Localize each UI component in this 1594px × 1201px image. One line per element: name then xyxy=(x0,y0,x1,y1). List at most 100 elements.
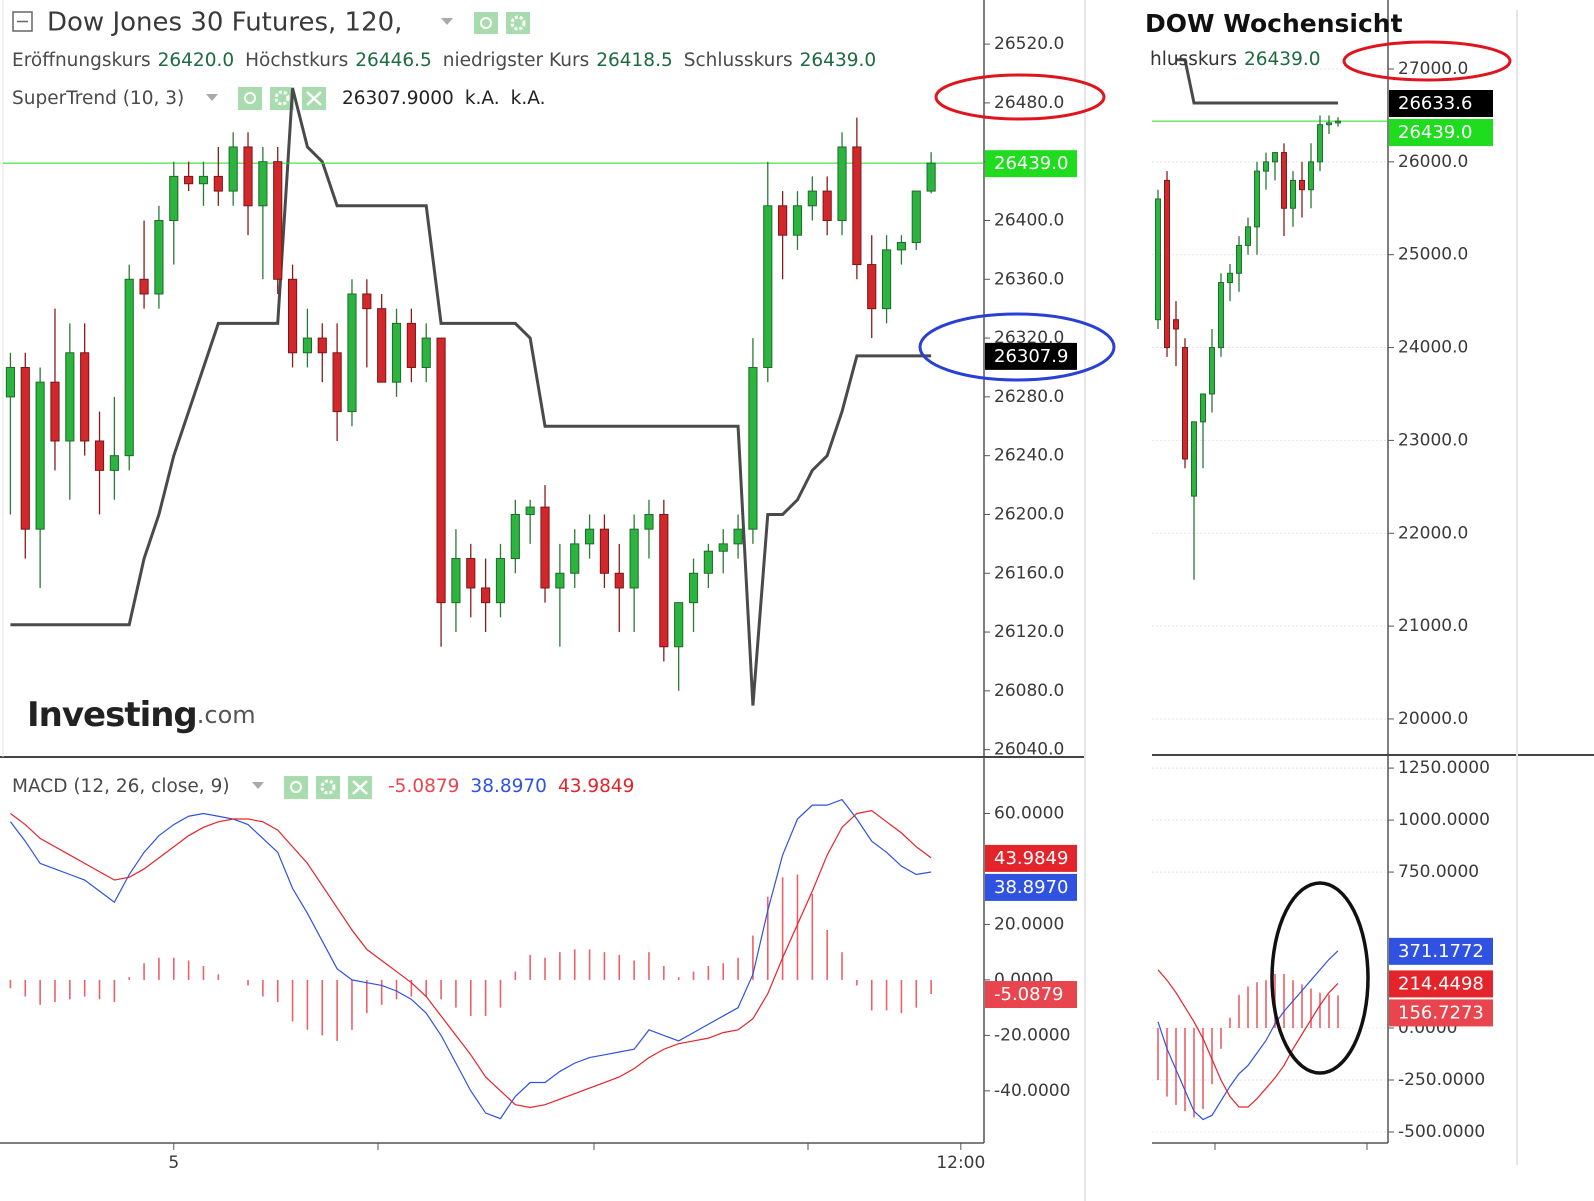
candle-body xyxy=(792,205,803,236)
toolbar-icons[interactable] xyxy=(284,776,372,799)
dropdown-arrow[interactable] xyxy=(252,782,264,789)
toolbar-icons[interactable] xyxy=(238,87,326,110)
candle-body xyxy=(1155,198,1161,321)
chart-title: DOW Wochensicht xyxy=(1145,9,1403,38)
price-box-label: 26439.0 xyxy=(1398,122,1472,143)
y-tick-label: 1000.0000 xyxy=(1398,810,1490,830)
y-tick-label: 1250.0000 xyxy=(1398,758,1490,778)
price-box-label: 371.1772 xyxy=(1398,941,1484,962)
y-tick-label: 26200.0 xyxy=(994,504,1064,524)
indicator-value: k.A. xyxy=(465,88,500,109)
ohlc-value: 26446.5 xyxy=(355,50,432,71)
y-tick-label: -250.0000 xyxy=(1398,1070,1485,1090)
pane: 20000.0 21000.0 22000.0 23000.0 24000.0 25000… xyxy=(1152,58,1493,729)
chart-title: Dow Jones 30 Futures, 120, xyxy=(47,8,402,38)
candle-body xyxy=(644,513,654,530)
candle-body xyxy=(525,506,535,515)
candle-body xyxy=(1326,122,1332,126)
collapse-icon[interactable] xyxy=(12,11,33,32)
candle-body xyxy=(406,322,416,368)
price-box xyxy=(1389,970,1493,998)
candle-body xyxy=(466,558,476,589)
candle-body xyxy=(228,146,238,192)
price-box-label: 38.8970 xyxy=(994,877,1068,898)
annotation-ellipse xyxy=(1270,881,1370,1075)
watermark-text: .com xyxy=(197,701,256,729)
candle-body xyxy=(258,161,268,207)
ohlc-label: Schlusskurs xyxy=(684,50,793,71)
candle-body xyxy=(659,513,669,648)
candle-body xyxy=(881,249,892,310)
y-tick-label: 21000.0 xyxy=(1398,616,1468,636)
candle-body xyxy=(243,146,253,207)
indicator-value: -5.0879 xyxy=(388,776,459,797)
dropdown-arrow[interactable] xyxy=(441,18,453,25)
price-box xyxy=(1389,119,1493,147)
price-box xyxy=(985,873,1077,901)
pane: 26040.0 26080.0 26120.0 26160.0 26200.0 26240… xyxy=(3,34,1077,760)
candle-body xyxy=(213,175,223,192)
pane: -500.0000-250.00000.0000750.00001000.000… xyxy=(1152,758,1493,1142)
price-box xyxy=(1389,999,1493,1027)
price-box xyxy=(1389,90,1493,118)
ohlc-value: 26420.0 xyxy=(158,50,235,71)
price-box-label: 26633.6 xyxy=(1398,93,1472,114)
price-box xyxy=(985,342,1077,370)
annotation-ellipse xyxy=(1342,40,1512,82)
y-tick-label: 26160.0 xyxy=(994,563,1064,583)
candle-body xyxy=(1209,347,1215,395)
candle-body xyxy=(481,587,491,604)
candle-body xyxy=(822,190,832,221)
watermark-text: Investing xyxy=(27,695,197,735)
candle-body xyxy=(169,175,179,221)
candle-body xyxy=(911,190,921,244)
candle-body xyxy=(718,543,728,552)
candle-body xyxy=(926,162,936,192)
candle-body xyxy=(451,558,461,604)
candle-body xyxy=(1245,226,1251,246)
supertrend-line xyxy=(10,87,932,706)
y-tick-label: 26520.0 xyxy=(994,34,1064,54)
candle-body xyxy=(109,455,119,471)
ohlc-label: niedrigster Kurs xyxy=(443,50,589,71)
y-tick-label: 24000.0 xyxy=(1398,338,1468,358)
dropdown-arrow[interactable] xyxy=(206,94,218,101)
candle-body xyxy=(688,572,699,604)
x-tick-label: 5 xyxy=(168,1153,179,1173)
indicator-value: 26307.9000 xyxy=(342,88,454,109)
candle-body xyxy=(139,278,149,295)
toolbar-icons[interactable] xyxy=(474,12,530,34)
candle-body xyxy=(1164,179,1170,349)
candle-body xyxy=(584,528,595,545)
indicator-name: SuperTrend (10, 3) xyxy=(12,88,184,109)
candle-body xyxy=(35,381,45,530)
candle-body xyxy=(1227,272,1233,284)
candle-body xyxy=(1263,161,1269,172)
candle-body xyxy=(1173,319,1179,330)
candle-body xyxy=(273,161,283,280)
candle-body xyxy=(20,366,30,530)
candle-body xyxy=(65,352,75,442)
candle-body xyxy=(555,572,565,589)
y-tick-label: 26080.0 xyxy=(994,681,1064,701)
annotation-ellipse xyxy=(918,312,1116,382)
candle-body xyxy=(198,175,209,185)
price-box xyxy=(985,844,1077,872)
y-tick-label: -500.0000 xyxy=(1398,1122,1485,1142)
y-tick-label: 26040.0 xyxy=(994,740,1064,760)
candle-body xyxy=(302,337,313,354)
y-tick-label: 26400.0 xyxy=(994,210,1064,230)
macd-line xyxy=(10,810,932,1109)
candle-body xyxy=(377,308,387,383)
candle-body xyxy=(124,278,134,457)
candle-body xyxy=(1254,170,1260,228)
candle-body xyxy=(614,572,624,589)
candle-body xyxy=(317,337,327,354)
candle-body xyxy=(778,205,788,236)
annotation-ellipse xyxy=(934,73,1106,121)
candle-body xyxy=(807,190,817,207)
candle-body xyxy=(391,322,402,383)
